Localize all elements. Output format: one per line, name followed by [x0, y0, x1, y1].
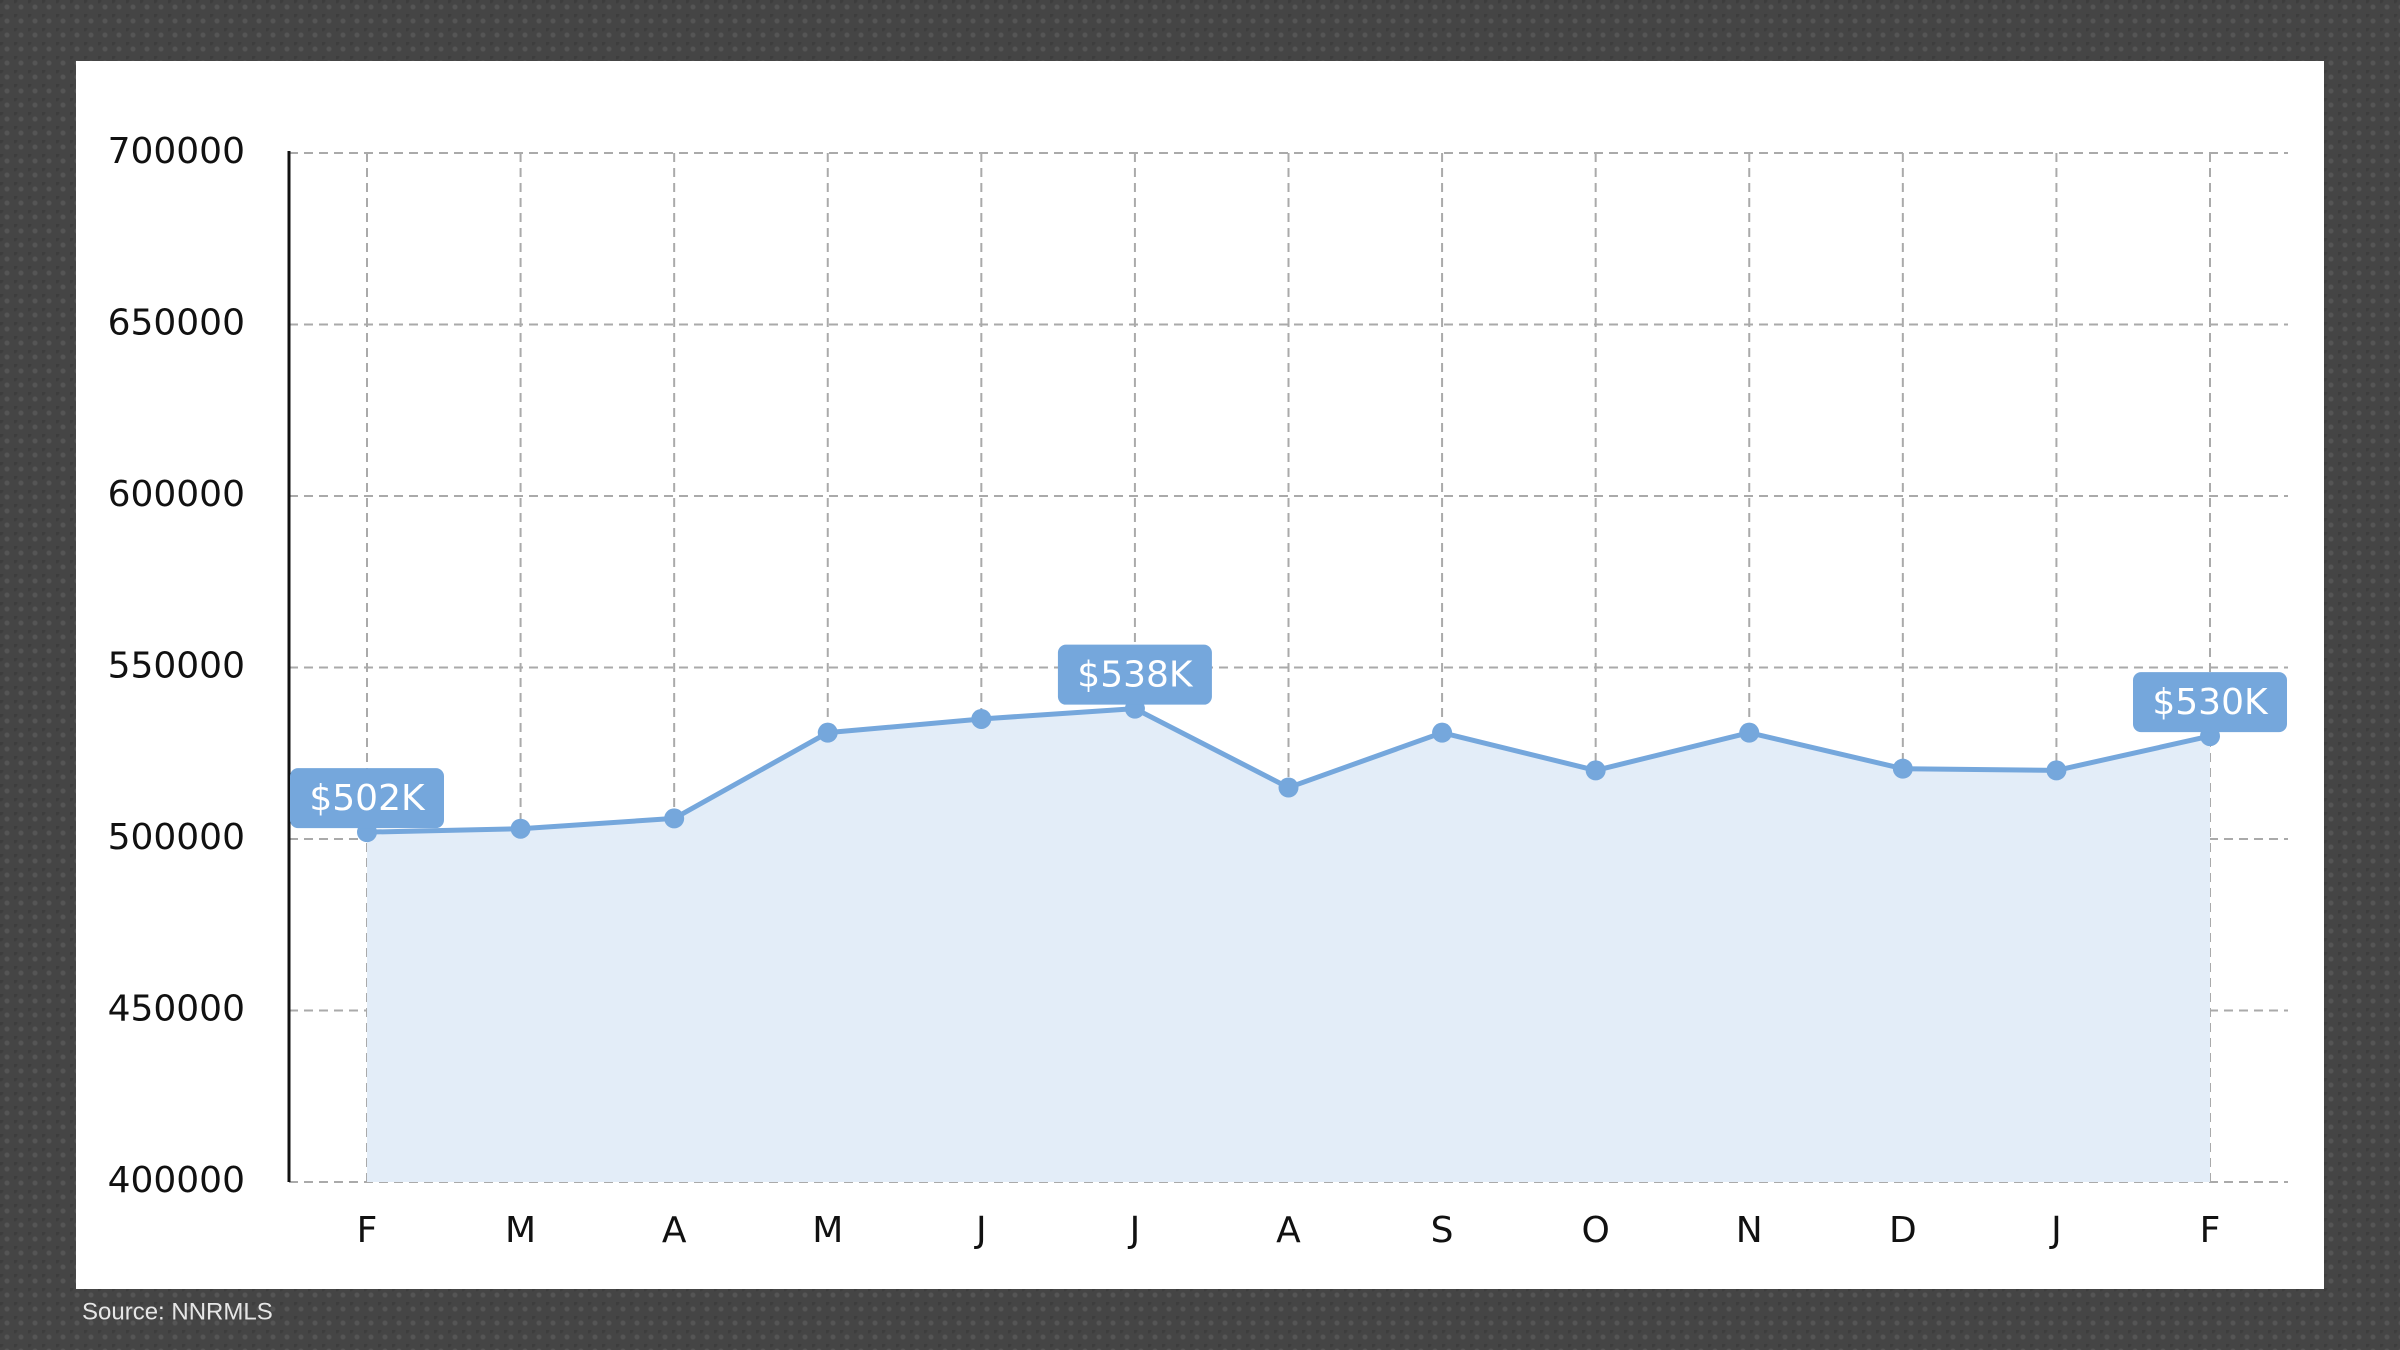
- y-tick-label: 450000: [108, 989, 245, 1030]
- data-point: [1739, 722, 1760, 743]
- x-tick-label: A: [662, 1210, 687, 1251]
- data-point: [1278, 777, 1299, 798]
- data-point: [1892, 758, 1913, 779]
- y-tick-label: 600000: [108, 474, 245, 515]
- data-point: [817, 722, 838, 743]
- value-label-box: [290, 768, 444, 829]
- y-tick-label: 550000: [108, 646, 245, 687]
- value-label: $502K: [309, 778, 426, 819]
- x-tick-label: J: [1128, 1210, 1141, 1251]
- y-tick-label: 700000: [108, 131, 245, 172]
- x-tick-label: M: [812, 1210, 843, 1251]
- x-tick-label: J: [974, 1210, 987, 1251]
- x-tick-label: O: [1581, 1210, 1609, 1251]
- x-tick-label: F: [2200, 1210, 2221, 1251]
- x-tick-label: A: [1276, 1210, 1301, 1251]
- data-point: [2046, 760, 2067, 781]
- data-point: [510, 818, 531, 839]
- data-point: [1432, 722, 1453, 743]
- y-tick-label: 650000: [108, 303, 245, 344]
- x-tick-label: F: [357, 1210, 378, 1251]
- x-tick-label: N: [1736, 1210, 1763, 1251]
- source-note: Source: NNRMLS: [82, 1298, 273, 1325]
- x-tick-label: J: [2049, 1210, 2062, 1251]
- value-label-box: [1057, 644, 1212, 705]
- y-tick-label: 500000: [108, 817, 245, 858]
- data-point: [664, 808, 685, 829]
- x-tick-label: D: [1889, 1210, 1917, 1251]
- x-tick-label: M: [505, 1210, 536, 1251]
- value-label: $530K: [2152, 682, 2269, 723]
- value-label: $538K: [1077, 655, 1194, 696]
- value-label-box: [2133, 672, 2287, 733]
- data-point: [971, 708, 992, 729]
- x-tick-label: S: [1431, 1210, 1454, 1251]
- area-fill: [367, 708, 2210, 1182]
- data-point: [1585, 760, 1606, 781]
- y-tick-label: 400000: [108, 1160, 245, 1201]
